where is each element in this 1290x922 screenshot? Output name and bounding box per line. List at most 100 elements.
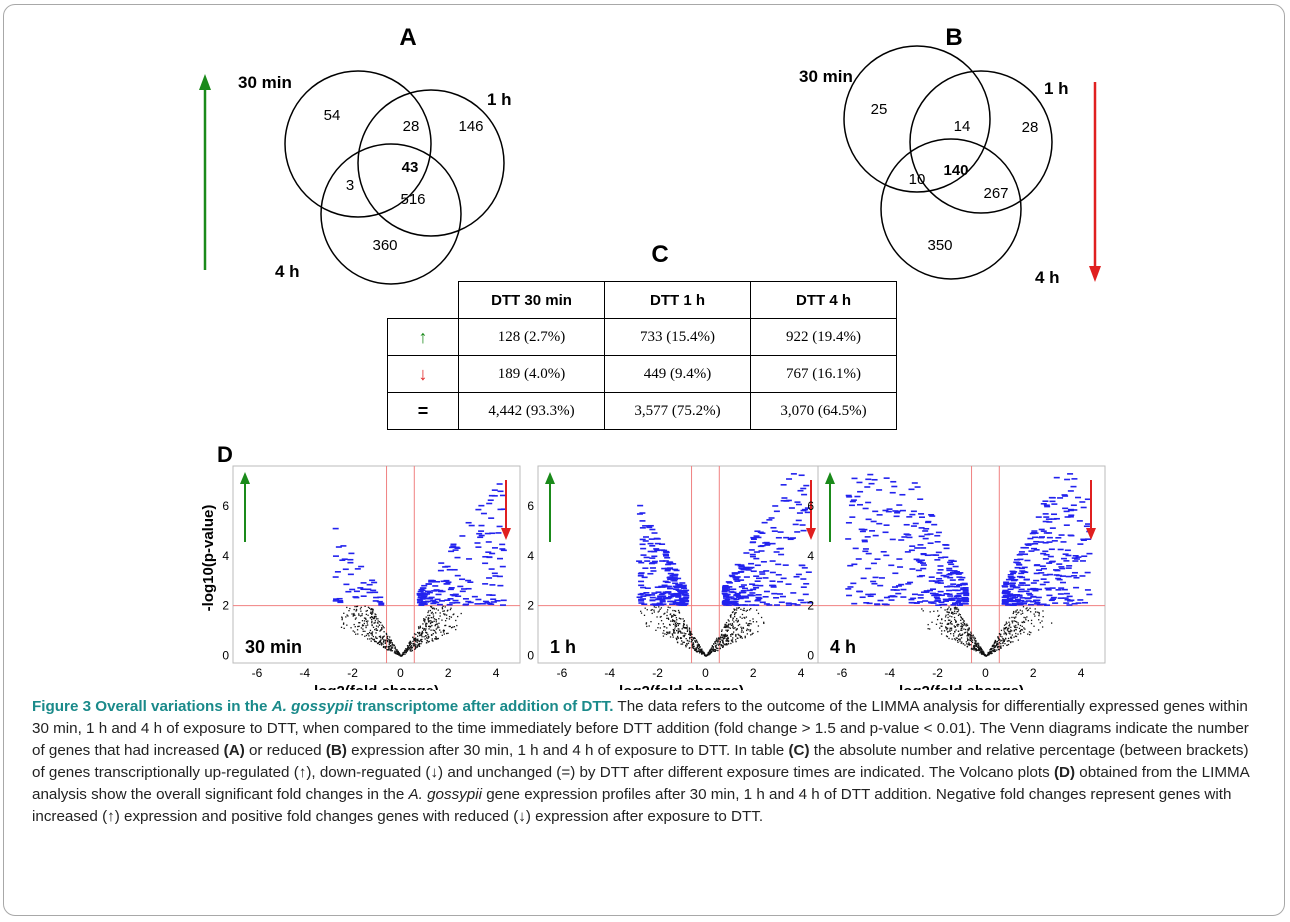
significant-point: [904, 551, 911, 553]
volcano-xlabel: log2(fold change): [314, 683, 439, 690]
nonsig-point: [1013, 620, 1015, 622]
significant-point: [845, 494, 852, 497]
significant-point: [916, 575, 923, 578]
nonsig-point: [696, 646, 698, 648]
nonsig-point: [698, 644, 700, 646]
nonsig-point: [361, 634, 363, 636]
nonsig-point: [414, 637, 416, 640]
significant-point: [885, 510, 892, 513]
significant-point: [746, 589, 753, 592]
nonsig-point: [424, 621, 426, 623]
significant-point: [763, 570, 770, 572]
significant-point: [950, 572, 957, 575]
significant-point: [851, 563, 858, 566]
nonsig-point: [440, 631, 442, 633]
nonsig-point: [444, 614, 446, 616]
nonsig-point: [425, 622, 427, 625]
nonsig-point: [391, 646, 393, 648]
nonsig-point: [460, 612, 462, 615]
significant-point: [482, 562, 489, 565]
nonsig-point: [738, 606, 740, 609]
significant-point: [849, 516, 856, 518]
nonsig-point: [359, 615, 362, 617]
nonsig-point: [677, 632, 679, 634]
significant-point: [639, 543, 646, 546]
nonsig-point: [388, 647, 390, 650]
nonsig-point: [392, 644, 394, 646]
significant-point: [780, 577, 787, 580]
significant-point: [420, 587, 427, 589]
significant-point: [424, 600, 431, 603]
significant-point: [762, 577, 769, 579]
significant-point: [449, 602, 456, 604]
significant-point: [909, 545, 916, 547]
significant-point: [872, 534, 879, 537]
nonsig-point: [1034, 608, 1036, 610]
nonsig-point: [676, 635, 679, 638]
nonsig-point: [735, 611, 737, 614]
nonsig-point: [985, 655, 987, 657]
significant-point: [937, 590, 944, 593]
significant-point: [949, 571, 956, 574]
significant-point: [894, 511, 901, 514]
nonsig-point: [378, 624, 381, 626]
significant-point: [659, 598, 666, 601]
significant-point: [802, 508, 809, 511]
x-tick-label: -4: [884, 666, 895, 680]
significant-point: [447, 598, 454, 600]
significant-point: [937, 579, 944, 582]
nonsig-point: [723, 643, 725, 645]
nonsig-point: [428, 640, 430, 643]
nonsig-point: [739, 616, 741, 618]
nonsig-point: [714, 641, 716, 643]
nonsig-point: [747, 623, 749, 625]
nonsig-point: [968, 639, 970, 641]
nonsig-point: [735, 640, 737, 643]
nonsig-point: [686, 624, 688, 626]
significant-point: [656, 597, 663, 599]
significant-point: [672, 578, 679, 580]
nonsig-point: [431, 607, 434, 610]
nonsig-point: [381, 638, 384, 640]
significant-point: [952, 565, 959, 568]
nonsig-point: [1011, 622, 1014, 624]
nonsig-point: [940, 625, 942, 627]
significant-point: [929, 515, 936, 517]
significant-point: [1004, 599, 1011, 602]
nonsig-point: [996, 649, 998, 651]
nonsig-point: [1004, 627, 1007, 630]
nonsig-point: [722, 639, 724, 641]
nonsig-point: [669, 624, 671, 626]
significant-point: [639, 512, 646, 514]
nonsig-point: [683, 622, 685, 625]
nonsig-point: [417, 640, 419, 642]
significant-point: [908, 488, 915, 491]
nonsig-point: [722, 636, 724, 638]
significant-point: [347, 573, 354, 576]
significant-point: [956, 576, 963, 578]
significant-point: [672, 585, 679, 588]
nonsig-point: [1029, 607, 1031, 609]
nonsig-point: [727, 643, 730, 645]
significant-point: [482, 583, 489, 585]
significant-point: [439, 590, 446, 593]
nonsig-point: [956, 637, 958, 639]
nonsig-point: [957, 610, 959, 613]
significant-point: [854, 495, 861, 498]
nonsig-point: [725, 635, 727, 638]
nonsig-point: [671, 620, 674, 622]
significant-point: [935, 604, 942, 606]
venn-a-abc: 43: [402, 159, 419, 176]
nonsig-point: [742, 631, 744, 633]
significant-point: [931, 594, 938, 597]
significant-point: [678, 590, 685, 593]
significant-point: [370, 589, 377, 592]
nonsig-point: [349, 607, 351, 610]
significant-point: [347, 561, 354, 564]
nonsig-point: [444, 620, 447, 622]
nonsig-point: [678, 623, 680, 625]
nonsig-point: [1021, 625, 1023, 628]
table-cell: 3,070 (64.5%): [750, 392, 897, 430]
nonsig-point: [667, 631, 669, 633]
nonsig-point: [432, 615, 435, 617]
